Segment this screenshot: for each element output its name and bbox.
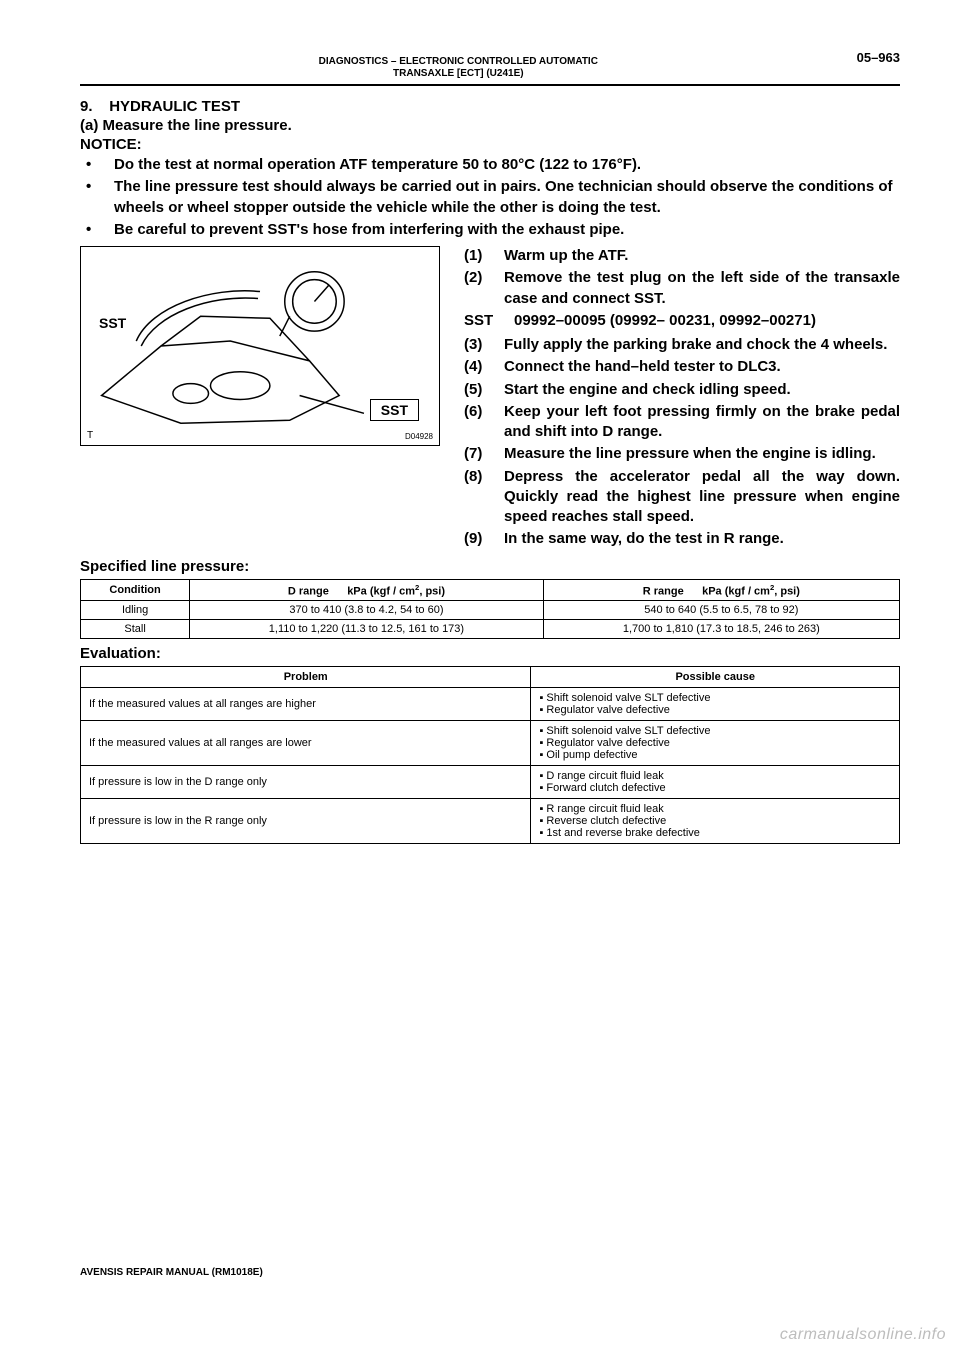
- eval-problem: If pressure is low in the D range only: [81, 766, 531, 799]
- notice-bullet: • Do the test at normal operation ATF te…: [80, 155, 900, 175]
- spec-cell: Idling: [81, 601, 190, 620]
- step-text: Depress the accelerator pedal all the wa…: [504, 467, 900, 528]
- header-center: DIAGNOSTICS – ELECTRONIC CONTROLLED AUTO…: [80, 50, 837, 80]
- step-text: In the same way, do the test in R range.: [504, 529, 900, 549]
- notice-label: NOTICE:: [80, 136, 900, 153]
- step-text: Start the engine and check idling speed.: [504, 380, 900, 400]
- bullet-icon: •: [80, 220, 114, 240]
- step-num: (9): [464, 529, 504, 549]
- spec-cell: 370 to 410 (3.8 to 4.2, 54 to 60): [190, 601, 544, 620]
- step: (8) Depress the accelerator pedal all th…: [464, 467, 900, 528]
- step-num: (3): [464, 335, 504, 355]
- square-icon: ▪: [539, 692, 543, 704]
- square-icon: ▪: [539, 737, 543, 749]
- sst-prefix: SST: [464, 311, 514, 331]
- square-icon: ▪: [539, 770, 543, 782]
- table-row: If pressure is low in the D range only ▪…: [81, 766, 900, 799]
- step-num: (7): [464, 444, 504, 464]
- eval-cause: ▪ R range circuit fluid leak ▪ Reverse c…: [531, 799, 900, 844]
- step: (3) Fully apply the parking brake and ch…: [464, 335, 900, 355]
- notice-bullet-list: • Do the test at normal operation ATF te…: [80, 155, 900, 240]
- step-num: (5): [464, 380, 504, 400]
- spec-header-condition: Condition: [81, 579, 190, 601]
- table-row: If the measured values at all ranges are…: [81, 721, 900, 766]
- table-row: If the measured values at all ranges are…: [81, 688, 900, 721]
- diagram-code: D04928: [405, 432, 433, 441]
- step-num: (4): [464, 357, 504, 377]
- step-num: (8): [464, 467, 504, 528]
- step: (2) Remove the test plug on the left sid…: [464, 268, 900, 309]
- eval-cause: ▪ Shift solenoid valve SLT defective ▪ R…: [531, 721, 900, 766]
- table-row: Idling 370 to 410 (3.8 to 4.2, 54 to 60)…: [81, 601, 900, 620]
- step-text: Connect the hand–held tester to DLC3.: [504, 357, 900, 377]
- spec-cell: 540 to 640 (5.5 to 6.5, 78 to 92): [543, 601, 899, 620]
- notice-bullet: • Be careful to prevent SST's hose from …: [80, 220, 900, 240]
- bullet-icon: •: [80, 177, 114, 218]
- eval-table: Problem Possible cause If the measured v…: [80, 666, 900, 844]
- step-num: (2): [464, 268, 504, 309]
- eval-cause: ▪ D range circuit fluid leak ▪ Forward c…: [531, 766, 900, 799]
- sst-line: SST 09992–00095 (09992– 00231, 09992–002…: [464, 311, 900, 331]
- bullet-text: Do the test at normal operation ATF temp…: [114, 155, 641, 175]
- sst-codes: 09992–00095 (09992– 00231, 09992–00271): [514, 311, 816, 331]
- eval-cause: ▪ Shift solenoid valve SLT defective ▪ R…: [531, 688, 900, 721]
- spec-header-d: D range kPa (kgf / cm2, psi): [190, 579, 544, 601]
- step-text: Measure the line pressure when the engin…: [504, 444, 900, 464]
- eval-problem: If pressure is low in the R range only: [81, 799, 531, 844]
- notice-bullet: • The line pressure test should always b…: [80, 177, 900, 218]
- eval-header-cause: Possible cause: [531, 667, 900, 688]
- bullet-icon: •: [80, 155, 114, 175]
- step: (9) In the same way, do the test in R ra…: [464, 529, 900, 549]
- sst-callout: SST: [370, 399, 419, 421]
- square-icon: ▪: [539, 815, 543, 827]
- watermark: carmanualsonline.info: [780, 1326, 946, 1344]
- table-row: If pressure is low in the R range only ▪…: [81, 799, 900, 844]
- square-icon: ▪: [539, 827, 543, 839]
- step-text: Warm up the ATF.: [504, 246, 900, 266]
- section-heading: HYDRAULIC TEST: [109, 98, 240, 115]
- spec-cell: 1,700 to 1,810 (17.3 to 18.5, 246 to 263…: [543, 620, 899, 639]
- step: (1) Warm up the ATF.: [464, 246, 900, 266]
- sst-label: SST: [99, 315, 126, 331]
- table-row: Problem Possible cause: [81, 667, 900, 688]
- spec-cell: 1,110 to 1,220 (11.3 to 12.5, 161 to 173…: [190, 620, 544, 639]
- subsection-a: (a) Measure the line pressure.: [80, 117, 900, 134]
- spec-cell: Stall: [81, 620, 190, 639]
- bullet-text: Be careful to prevent SST's hose from in…: [114, 220, 624, 240]
- step: (6) Keep your left foot pressing firmly …: [464, 402, 900, 443]
- square-icon: ▪: [539, 704, 543, 716]
- eval-title: Evaluation:: [80, 645, 900, 662]
- eval-header-problem: Problem: [81, 667, 531, 688]
- square-icon: ▪: [539, 749, 543, 761]
- table-row: Condition D range kPa (kgf / cm2, psi) R…: [81, 579, 900, 601]
- step-text: Fully apply the parking brake and chock …: [504, 335, 900, 355]
- step-num: (1): [464, 246, 504, 266]
- section-number: 9.: [80, 98, 93, 115]
- square-icon: ▪: [539, 725, 543, 737]
- diagram: SST SST T D04928: [80, 246, 440, 446]
- step: (4) Connect the hand–held tester to DLC3…: [464, 357, 900, 377]
- eval-problem: If the measured values at all ranges are…: [81, 688, 531, 721]
- square-icon: ▪: [539, 803, 543, 815]
- diagram-corner-t: T: [87, 430, 93, 441]
- step: (5) Start the engine and check idling sp…: [464, 380, 900, 400]
- eval-problem: If the measured values at all ranges are…: [81, 721, 531, 766]
- header-line1: DIAGNOSTICS – ELECTRONIC CONTROLLED AUTO…: [319, 56, 598, 67]
- square-icon: ▪: [539, 782, 543, 794]
- step: (7) Measure the line pressure when the e…: [464, 444, 900, 464]
- spec-header-r: R range kPa (kgf / cm2, psi): [543, 579, 899, 601]
- page-number: 05–963: [837, 50, 900, 65]
- step-num: (6): [464, 402, 504, 443]
- steps-column: (1) Warm up the ATF. (2) Remove the test…: [440, 246, 900, 552]
- footer: AVENSIS REPAIR MANUAL (RM1018E): [80, 1267, 263, 1278]
- spec-title: Specified line pressure:: [80, 558, 900, 575]
- header-line2: TRANSAXLE [ECT] (U241E): [393, 68, 524, 79]
- table-row: Stall 1,110 to 1,220 (11.3 to 12.5, 161 …: [81, 620, 900, 639]
- step-text: Remove the test plug on the left side of…: [504, 268, 900, 309]
- bullet-text: The line pressure test should always be …: [114, 177, 900, 218]
- spec-table: Condition D range kPa (kgf / cm2, psi) R…: [80, 579, 900, 640]
- page-header: DIAGNOSTICS – ELECTRONIC CONTROLLED AUTO…: [80, 50, 900, 86]
- section-title: 9. HYDRAULIC TEST: [80, 98, 900, 115]
- step-text: Keep your left foot pressing firmly on t…: [504, 402, 900, 443]
